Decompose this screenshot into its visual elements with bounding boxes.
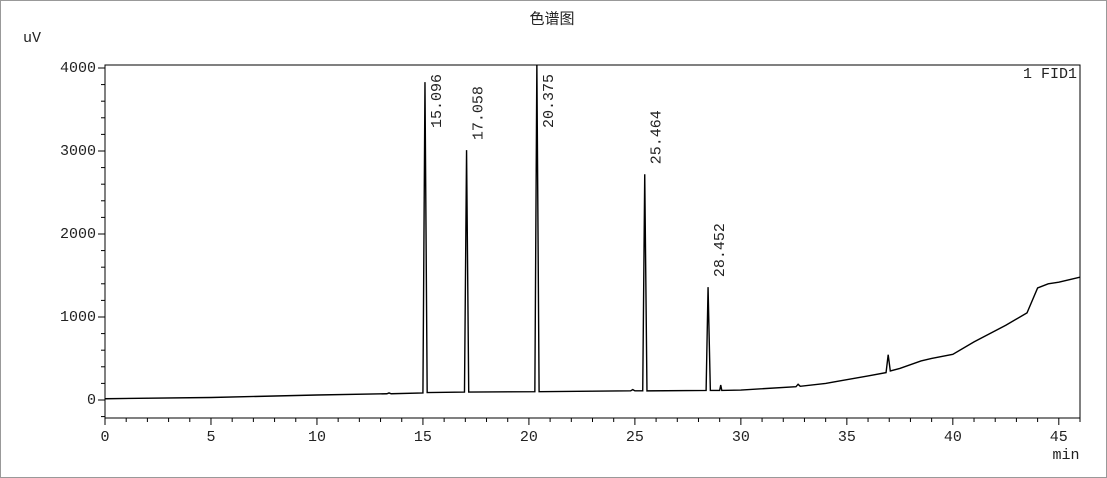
y-tick-label: 1000	[60, 309, 96, 326]
peak-label: 25.464	[649, 110, 666, 164]
y-tick-label: 4000	[60, 60, 96, 77]
x-tick-label: 0	[100, 429, 109, 446]
x-tick-label: 15	[414, 429, 432, 446]
peak-label: 15.096	[429, 74, 446, 128]
chart-title: 色谱图	[529, 10, 574, 27]
x-tick-label: 5	[206, 429, 215, 446]
x-tick-label: 25	[626, 429, 644, 446]
y-tick-label: 2000	[60, 226, 96, 243]
x-tick-label: 45	[1050, 429, 1068, 446]
y-tick-label: 3000	[60, 143, 96, 160]
x-tick-label: 35	[838, 429, 856, 446]
trace	[105, 65, 1080, 400]
peak-label: 28.452	[712, 223, 729, 277]
x-tick-label: 30	[732, 429, 750, 446]
y-tick-label: 0	[87, 392, 96, 409]
x-tick-label: 20	[520, 429, 538, 446]
peak-label: 20.375	[541, 74, 558, 128]
x-tick-label: 10	[308, 429, 326, 446]
y-axis-label: uV	[23, 30, 41, 47]
legend-entry: 1 FID1	[1023, 66, 1077, 83]
x-tick-label: 40	[944, 429, 962, 446]
x-axis-label: min	[1052, 447, 1079, 464]
peak-label: 17.058	[471, 86, 488, 140]
plot-clip	[105, 65, 1080, 400]
